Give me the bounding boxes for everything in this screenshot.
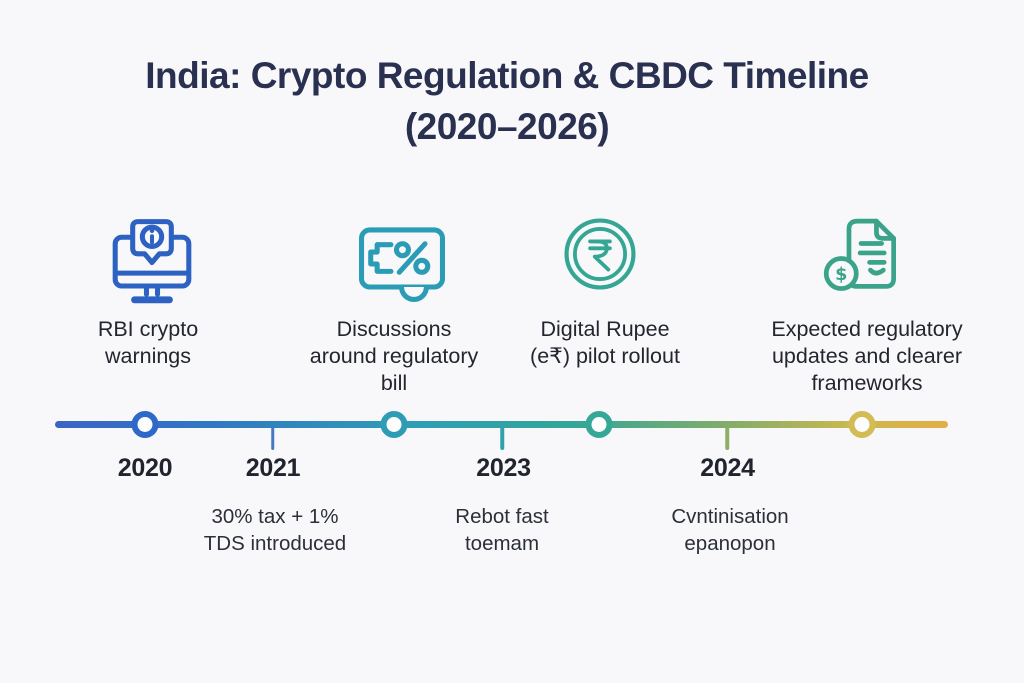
rupee-coin-icon <box>562 216 638 292</box>
timeline-node-2020 <box>131 411 159 438</box>
page-title-line1: India: Crypto Regulation & CBDC Timeline <box>145 55 869 96</box>
document-dollar-icon: $ <box>818 216 904 295</box>
year-label-2023: 2023 <box>476 454 531 482</box>
year-label-2020: 2020 <box>117 454 173 482</box>
note-2024: Cvntinisation epanopon <box>671 505 789 555</box>
banknote-percent-icon <box>356 222 448 306</box>
event-label-expected-regulatory-updates: Expected regulatory updates and clearer … <box>771 317 963 395</box>
year-label-2024: 2024 <box>700 454 755 482</box>
timeline-node-regulatory-bill <box>380 411 408 438</box>
page-title-line2: (2020–2026) <box>404 106 610 147</box>
note-2021-tax-tds: 30% tax + 1% TDS introduced <box>203 505 347 555</box>
timeline-tick-2024 <box>725 427 729 450</box>
note-2023: Rebot fast toemam <box>455 505 549 555</box>
event-label-regulatory-bill-discussions: Discussions around regulatory bill <box>309 317 479 395</box>
event-label-rbi-crypto-warnings: RBI crypto warnings <box>97 317 199 368</box>
page-title: India: Crypto Regulation & CBDC Timeline… <box>0 50 1014 152</box>
monitor-info-icon <box>106 215 198 311</box>
timeline-tick-2023 <box>500 427 504 450</box>
timeline-tick-2021 <box>270 427 275 450</box>
timeline-node-expected-updates <box>848 411 876 438</box>
year-label-2021: 2021 <box>245 454 301 482</box>
svg-text:$: $ <box>835 265 847 285</box>
timeline-node-digital-rupee <box>585 411 613 438</box>
event-label-digital-rupee-pilot: Digital Rupee (e₹) pilot rollout <box>530 317 680 368</box>
timeline-line <box>55 421 948 428</box>
